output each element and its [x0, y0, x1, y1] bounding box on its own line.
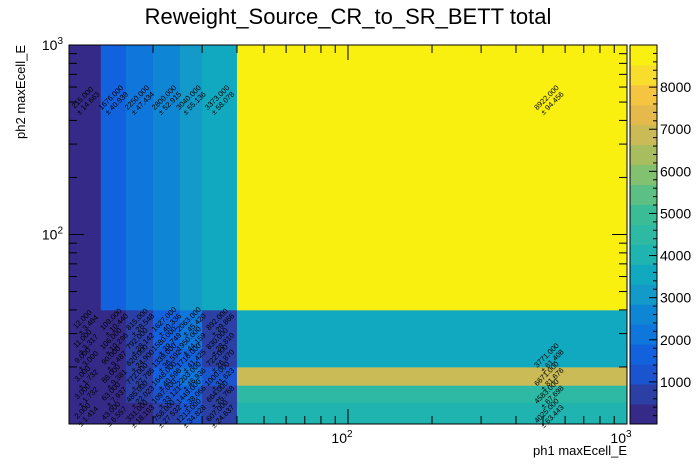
heatmap-cell — [69, 309, 102, 334]
colorbar-segment — [630, 45, 657, 66]
colorbar-segment — [630, 64, 657, 86]
colorbar-segment — [630, 104, 657, 126]
colorbar-segment — [630, 244, 657, 265]
heatmap-cell — [100, 45, 127, 311]
colorbar-tick-label: 1000 — [660, 374, 691, 390]
heatmap-cell — [180, 348, 203, 368]
colorbar-tick-label: 5000 — [660, 205, 691, 221]
colorbar-frame — [629, 44, 658, 425]
colorbar-tick-label: 4000 — [660, 248, 691, 264]
x-tick-label: 102 — [331, 429, 353, 446]
colorbar-segment — [630, 344, 657, 365]
colorbar: 1000 2000 3000 4000 5000 6000 7000 8000 — [629, 44, 691, 425]
colorbar-tick-label: 8000 — [660, 79, 691, 95]
colorbar-segment — [630, 324, 657, 345]
heatmap-cell — [125, 333, 154, 349]
heatmap-cell — [125, 402, 154, 425]
heatmap-cell — [100, 309, 127, 334]
x-axis-label: ph1 maxEcell_E — [533, 443, 627, 458]
heatmap-cell — [152, 309, 181, 334]
heatmap-cell — [69, 333, 102, 349]
heatmap-cell — [152, 385, 181, 403]
y-tick-label: 102 — [42, 226, 64, 243]
colorbar-segment — [630, 264, 657, 285]
heatmap-cell — [152, 348, 181, 368]
colorbar-segment — [630, 384, 657, 405]
colorbar-segment — [630, 404, 657, 425]
heatmap-cell — [125, 45, 154, 311]
heatmap-cell — [152, 333, 181, 349]
heatmap-cell — [202, 366, 238, 386]
heatmap-cell — [202, 45, 238, 311]
heatmap-cell — [100, 385, 127, 403]
heatmap-cell — [236, 333, 628, 349]
heatmap-cell — [100, 348, 127, 368]
colorbar-tick-label: 3000 — [660, 290, 691, 306]
heatmap-cell — [152, 366, 181, 386]
heatmap-cell — [125, 385, 154, 403]
heatmap-cell — [125, 366, 154, 386]
heatmap-cell — [180, 45, 203, 311]
y-tick-label: 103 — [42, 36, 64, 53]
heatmap-cell — [236, 45, 628, 311]
heatmap-cell — [100, 333, 127, 349]
heatmap-cell — [202, 402, 238, 425]
heatmap-cell — [236, 385, 628, 403]
heatmap-cell — [236, 366, 628, 386]
colorbar-segment — [630, 144, 657, 166]
x-tick-label: 103 — [610, 429, 632, 446]
colorbar-segment — [630, 184, 657, 205]
colorbar-segment — [630, 204, 657, 225]
heatmap-cell — [125, 309, 154, 334]
axis-ticks: 102 103 102 103 — [42, 36, 632, 446]
heatmap-cell — [100, 366, 127, 386]
heatmap-cell — [236, 309, 628, 334]
heatmap-cell — [236, 348, 628, 368]
heatmap-cell — [152, 45, 181, 311]
heatmap-cell — [69, 402, 102, 425]
heatmap-cell — [152, 402, 181, 425]
heatmap-cell — [69, 385, 102, 403]
heatmap-cell — [69, 348, 102, 368]
colorbar-segment — [630, 84, 657, 106]
heatmap-cell — [202, 348, 238, 368]
heatmap-cell — [202, 385, 238, 403]
y-axis-label: ph2 maxEcell_E — [13, 45, 28, 139]
heatmap-cell — [180, 333, 203, 349]
colorbar-tick-label: 7000 — [660, 121, 691, 137]
heatmap-cell — [236, 402, 628, 425]
heatmap-cell — [100, 402, 127, 425]
colorbar-segment — [630, 164, 657, 186]
colorbar-segment — [630, 284, 657, 305]
heatmap-cell — [180, 366, 203, 386]
heatmap-cell — [180, 402, 203, 425]
colorbar-segment — [630, 304, 657, 325]
heatmap-cell — [125, 348, 154, 368]
chart-title: Reweight_Source_CR_to_SR_BETT total — [145, 4, 552, 29]
colorbar-segment — [630, 224, 657, 245]
heatmap-cell — [202, 309, 238, 334]
heatmap-cell — [69, 366, 102, 386]
heatmap-cell — [202, 333, 238, 349]
colorbar-tick-label: 6000 — [660, 163, 691, 179]
colorbar-segment — [630, 124, 657, 146]
colorbar-tick-label: 2000 — [660, 332, 691, 348]
colorbar-segment — [630, 364, 657, 385]
heatmap-cell — [180, 385, 203, 403]
heatmap-cell — [180, 309, 203, 334]
